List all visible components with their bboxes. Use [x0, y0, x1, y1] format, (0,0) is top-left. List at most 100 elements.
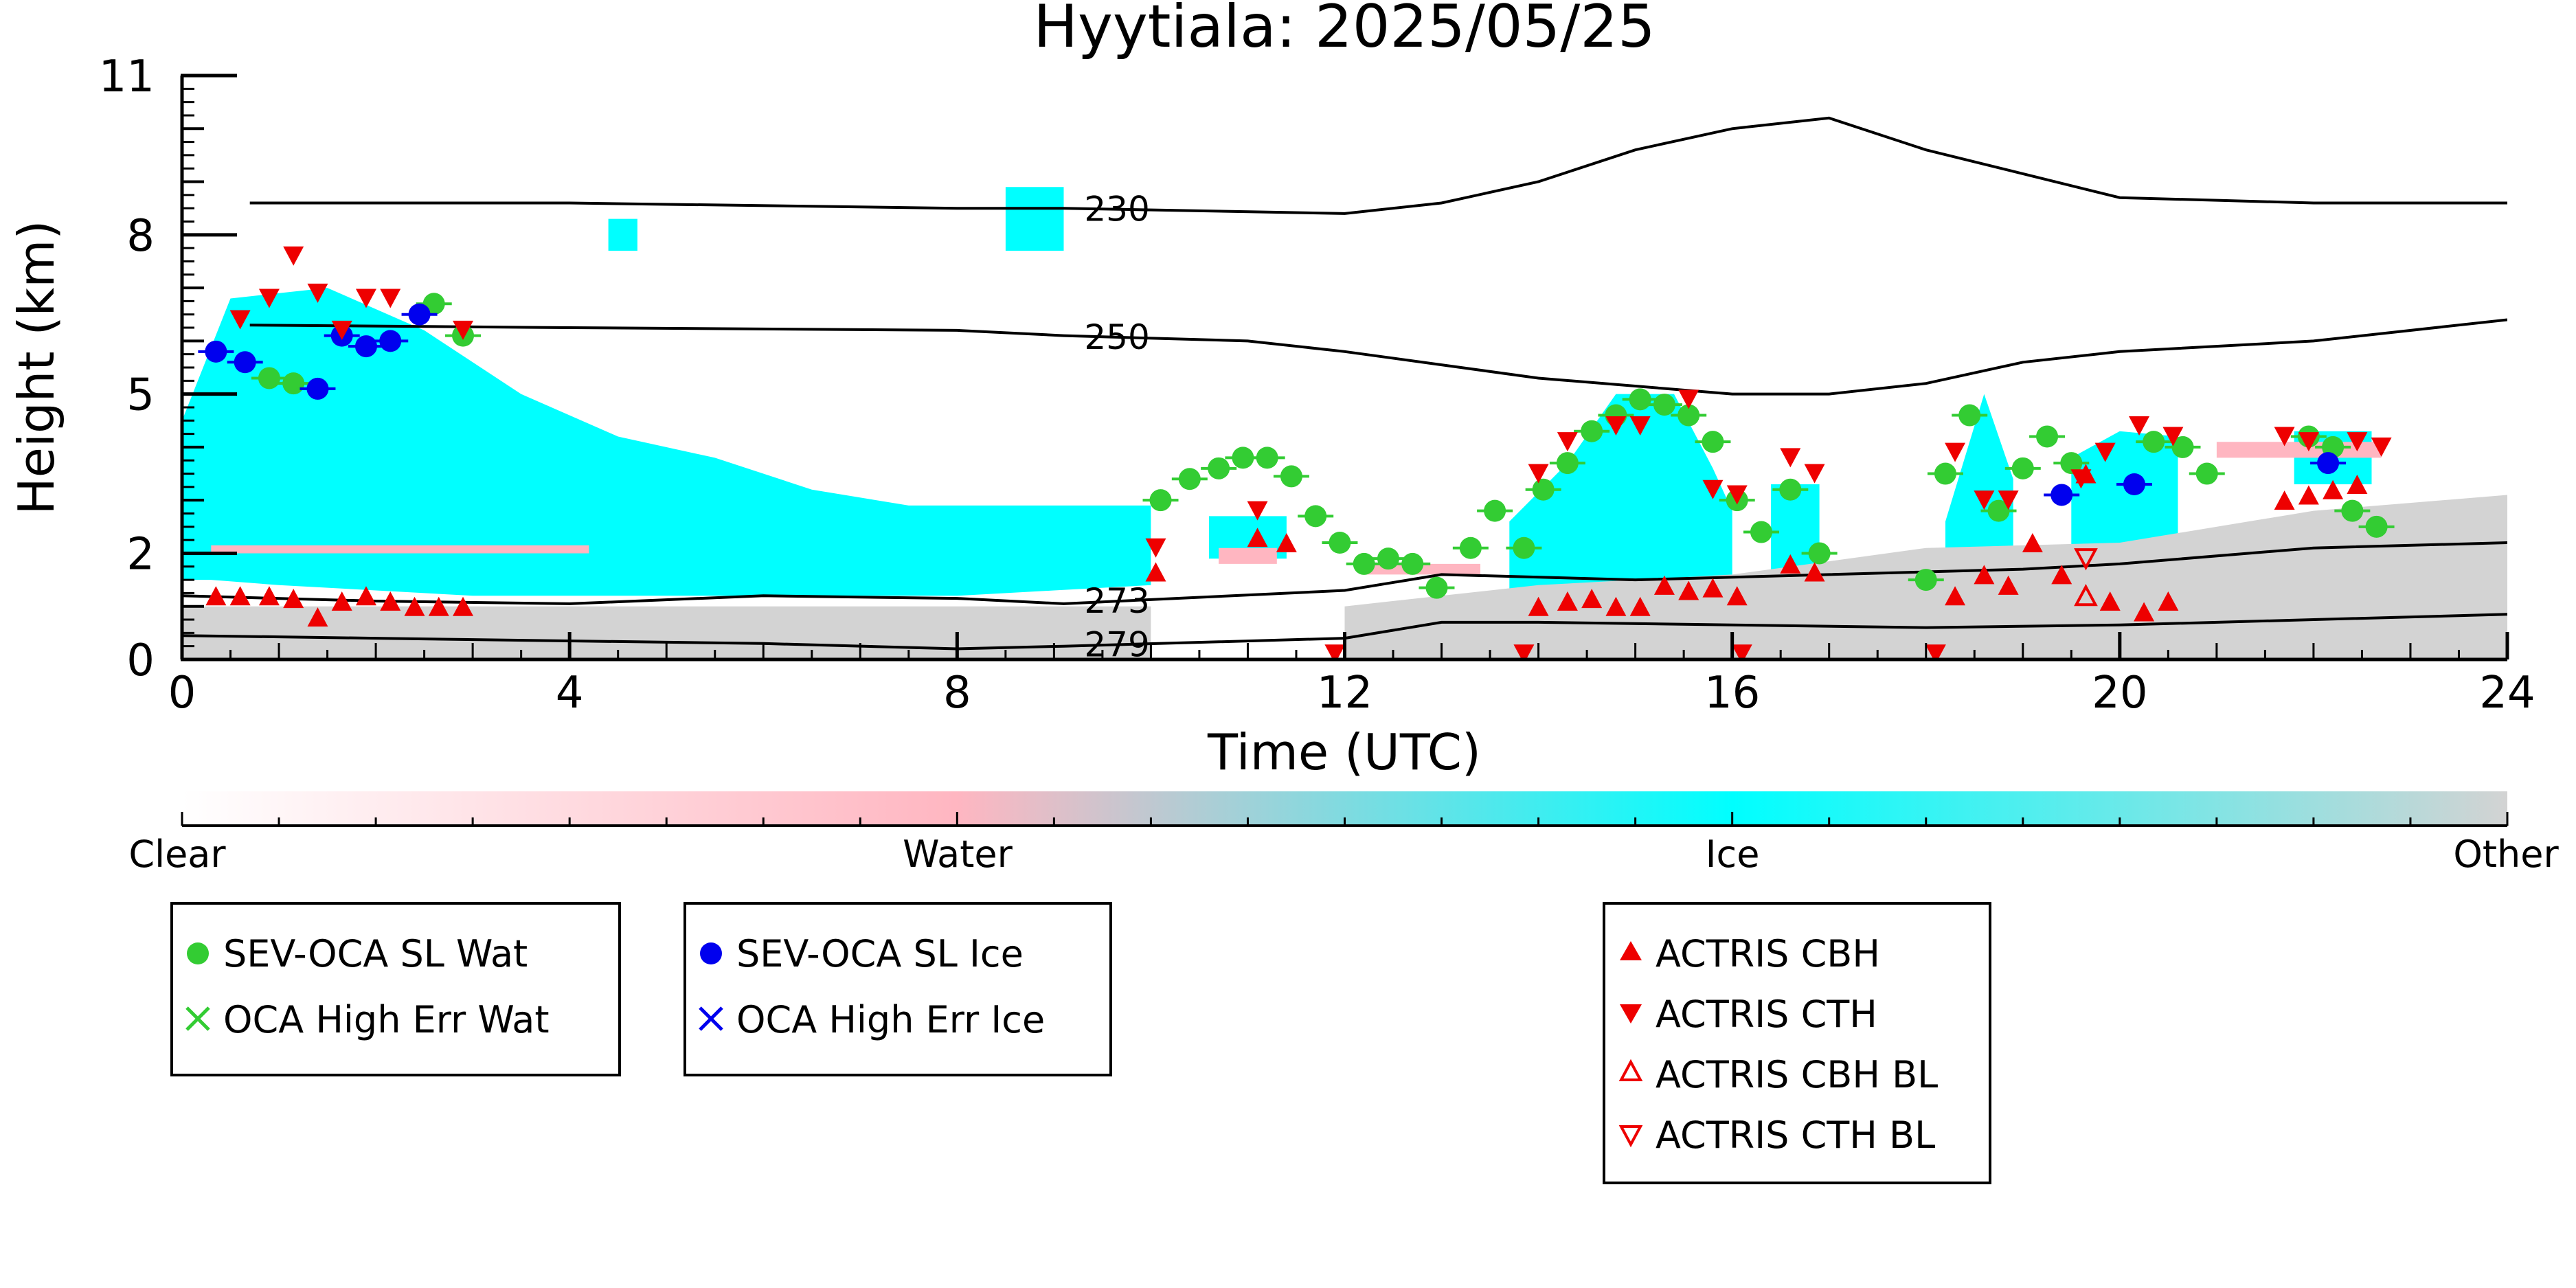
x-tick-label: 4 — [556, 668, 584, 719]
marker-sev-oca-sl-wat-28 — [1750, 521, 1772, 543]
marker-sev-oca-sl-wat-1 — [282, 372, 305, 395]
colorbar-ticks — [181, 812, 2509, 826]
marker-actris-cbh-17 — [1605, 596, 1627, 616]
marker-sev-oca-sl-wat-10 — [1304, 505, 1327, 528]
marker-actris-cth-23 — [1945, 442, 1966, 462]
marker-actris-cth-bl-0 — [2074, 548, 2098, 571]
isotherm-230 — [249, 116, 2507, 215]
marker-actris-cth-33 — [2371, 437, 2392, 457]
isotherm-label-273: 273 — [1084, 581, 1149, 621]
marker-actris-cth-7 — [453, 320, 474, 340]
marker-sev-oca-sl-wat-44 — [2365, 515, 2388, 538]
marker-actris-cbh-13 — [1276, 533, 1297, 552]
x-tick-label: 0 — [168, 668, 196, 719]
marker-actris-cth-24 — [1974, 490, 1995, 510]
marker-actris-cth-11 — [1513, 644, 1535, 659]
marker-actris-cth-25 — [1998, 490, 2019, 510]
marker-actris-cth-27 — [2094, 442, 2116, 462]
marker-sev-oca-sl-wat-15 — [1425, 576, 1448, 599]
chart-title: Hyytiala: 2025/05/25 — [1033, 0, 1655, 61]
marker-actris-cbh-21 — [1702, 578, 1724, 598]
legend-box-water — [170, 902, 621, 1076]
marker-actris-cbh-0 — [205, 586, 227, 606]
marker-sev-oca-sl-wat-0 — [258, 367, 280, 389]
legend-label-actris-cth-bl: ACTRIS CTH BL — [1656, 1114, 1935, 1157]
marker-sev-oca-sl-wat-24 — [1653, 394, 1675, 416]
colorbar-label-other: Other — [2453, 833, 2559, 876]
legend-ice: SEV-OCA SL Ice OCA High Err Ice — [683, 902, 1112, 1076]
marker-actris-cth-16 — [1678, 389, 1699, 409]
marker-sev-oca-sl-wat-17 — [1484, 499, 1506, 522]
y-tick-label: 2 — [126, 529, 155, 580]
marker-actris-cth-30 — [2274, 427, 2295, 447]
x-tick-label: 8 — [943, 668, 971, 719]
marker-sev-oca-sl-wat-33 — [1958, 404, 1981, 427]
marker-actris-cth-17 — [1702, 479, 1724, 499]
marker-actris-cbh-36 — [2323, 479, 2344, 499]
isotherm-279 — [182, 613, 2507, 651]
marker-actris-cbh-2 — [258, 586, 280, 606]
marker-actris-cth-6 — [380, 289, 401, 308]
marker-sev-oca-sl-wat-43 — [2341, 499, 2364, 522]
marker-sev-oca-sl-wat-40 — [2195, 462, 2218, 485]
marker-actris-cbh-14 — [1528, 596, 1549, 616]
colorbar-label-water: Water — [903, 833, 1013, 876]
colorbar: Clear Water Ice Other — [128, 791, 2559, 876]
x-axis-label: Time (UTC) — [1207, 723, 1481, 781]
marker-sev-oca-sl-ice-1 — [234, 351, 256, 374]
marker-actris-cbh-20 — [1678, 580, 1699, 600]
marker-actris-cbh-5 — [331, 591, 352, 611]
legend-label-oca-high-err-ice: OCA High Err Ice — [736, 998, 1045, 1041]
marker-sev-oca-sl-wat-12 — [1353, 552, 1375, 575]
region-ice-7 — [608, 218, 637, 251]
cloud-height-markers — [198, 246, 2395, 659]
colorbar-label-clear: Clear — [128, 833, 226, 876]
marker-sev-oca-sl-ice-6 — [408, 303, 431, 326]
y-axis-label: Height (km) — [8, 221, 65, 515]
marker-sev-oca-sl-wat-8 — [1256, 447, 1278, 469]
marker-actris-cbh-35 — [2298, 485, 2319, 505]
marker-actris-cth-32 — [2347, 432, 2368, 452]
marker-actris-cbh-29 — [2051, 565, 2072, 585]
legend-label-actris-cbh-bl: ACTRIS CBH BL — [1656, 1053, 1938, 1096]
region-ice-0 — [182, 288, 1151, 596]
region-ice-8 — [1005, 187, 1064, 251]
marker-actris-cbh-25 — [1945, 586, 1966, 606]
marker-actris-cbh-31 — [2099, 591, 2121, 611]
legend-marker-actris-cbh — [1620, 941, 1642, 960]
marker-sev-oca-sl-wat-29 — [1779, 478, 1802, 501]
marker-sev-oca-sl-ice-5 — [379, 330, 402, 352]
marker-actris-cth-29 — [2162, 427, 2184, 447]
marker-actris-cth-5 — [355, 289, 376, 308]
marker-sev-oca-sl-wat-18 — [1513, 536, 1535, 559]
marker-actris-cth-15 — [1629, 416, 1651, 436]
x-tick-label: 24 — [2479, 668, 2535, 719]
region-water-11 — [211, 545, 589, 554]
marker-sev-oca-sl-wat-16 — [1459, 536, 1482, 559]
legend-marker-oca-high-err-ice — [699, 1006, 723, 1031]
legend-marker-actris-cth-bl — [1618, 1125, 1643, 1148]
marker-actris-cbh-11 — [1145, 562, 1166, 582]
marker-actris-cth-13 — [1557, 432, 1578, 452]
marker-sev-oca-sl-wat-5 — [1178, 468, 1201, 490]
marker-sev-oca-sl-wat-39 — [2171, 436, 2194, 458]
marker-sev-oca-sl-wat-34 — [1987, 499, 2010, 522]
marker-actris-cth-2 — [283, 246, 304, 266]
marker-sev-oca-sl-wat-9 — [1280, 465, 1302, 488]
marker-sev-oca-sl-ice-9 — [2317, 452, 2340, 475]
marker-actris-cbh-26 — [1974, 565, 1995, 585]
colorbar-label-ice: Ice — [1706, 833, 1760, 876]
marker-sev-oca-sl-wat-23 — [1629, 388, 1651, 411]
marker-actris-cth-20 — [1780, 448, 1801, 468]
marker-actris-cth-10 — [1324, 644, 1346, 659]
marker-actris-cth-0 — [229, 310, 251, 330]
marker-actris-cbh-27 — [1998, 575, 2019, 595]
x-ticks: 0 4 8 12 16 20 24 — [168, 632, 2535, 719]
marker-sev-oca-sl-ice-7 — [2050, 484, 2073, 506]
marker-sev-oca-sl-wat-31 — [1914, 569, 1937, 591]
marker-actris-cth-1 — [258, 289, 280, 308]
marker-actris-cbh-24 — [1804, 562, 1825, 582]
y-tick-label: 11 — [99, 52, 155, 102]
